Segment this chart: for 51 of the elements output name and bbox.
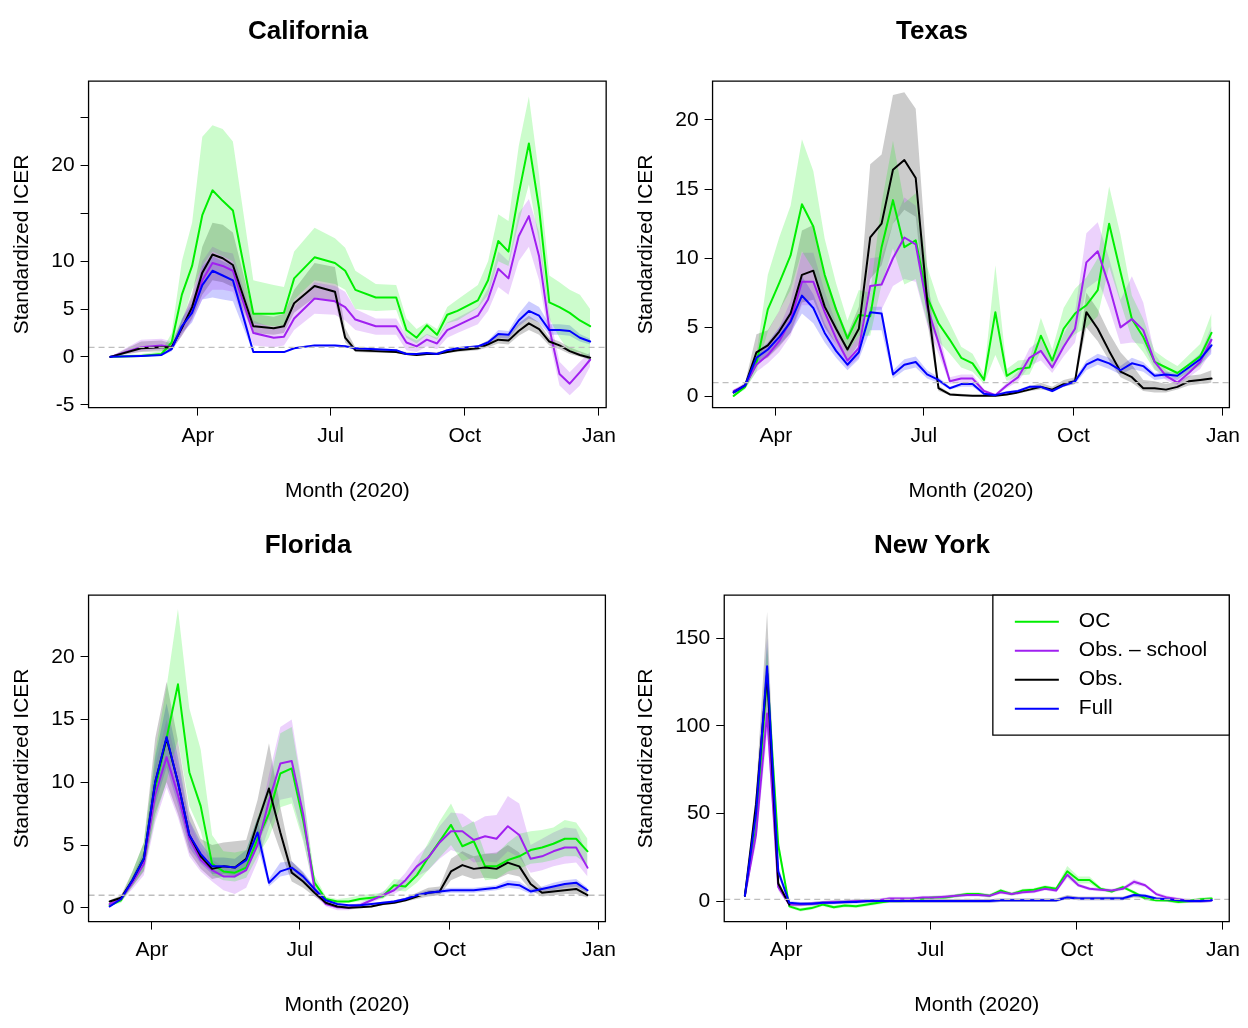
x-tick-label: Jul [286, 937, 314, 960]
y-tick-label: 15 [675, 175, 699, 199]
x-tick-label: Oct [448, 423, 482, 446]
y-tick-label: 5 [62, 295, 75, 319]
x-tick-label: Oct [433, 937, 466, 960]
y-tick-label: 5 [62, 831, 75, 855]
x-axis-title: Month (2020) [284, 478, 410, 502]
legend-label: Obs. [1078, 666, 1124, 690]
x-axis-title: Month (2020) [914, 992, 1040, 1016]
y-tick-label: 10 [51, 247, 75, 271]
y-tick-label: 0 [62, 343, 75, 367]
x-axis-title: Month (2020) [284, 992, 410, 1016]
x-tick-label: Apr [135, 937, 169, 960]
y-tick-label: 0 [62, 894, 75, 918]
y-tick-label: 15 [51, 706, 75, 730]
x-axis-title: Month (2020) [908, 478, 1034, 502]
y-axis-title: Standardized ICER [633, 154, 657, 335]
y-tick-label: 10 [51, 769, 75, 793]
chart-title: Florida [264, 528, 352, 559]
x-tick-label: Jul [917, 937, 945, 960]
x-tick-label: Jul [910, 423, 938, 446]
x-tick-label: Oct [1057, 423, 1090, 446]
x-tick-label: Apr [181, 423, 215, 446]
y-tick-label: 0 [698, 887, 711, 911]
chart-title: California [248, 14, 369, 45]
chart-title: New York [873, 528, 991, 559]
y-axis-title: Standardized ICER [633, 668, 657, 849]
y-tick-label: 20 [51, 152, 75, 176]
y-tick-label: 150 [675, 624, 711, 648]
x-tick-label: Jan [1205, 937, 1240, 960]
legend-label: Full [1078, 695, 1113, 719]
y-tick-label: 50 [686, 800, 711, 824]
legend-label: OC [1078, 608, 1111, 632]
y-tick-label: 10 [675, 245, 699, 269]
x-tick-label: Oct [1060, 937, 1094, 960]
y-tick-label: -5 [55, 391, 75, 415]
y-tick-label: 100 [675, 712, 711, 736]
x-tick-label: Jan [1205, 423, 1240, 446]
y-axis-title: Standardized ICER [9, 154, 33, 335]
x-tick-label: Apr [759, 423, 793, 446]
chart-title: Texas [896, 14, 968, 45]
legend-label: Obs. – school [1078, 637, 1208, 661]
y-tick-label: 5 [686, 314, 699, 338]
x-tick-label: Apr [769, 937, 803, 960]
y-tick-label: 20 [51, 643, 75, 667]
x-tick-label: Jul [317, 423, 345, 446]
x-tick-label: Jan [581, 937, 616, 960]
y-tick-label: 0 [686, 383, 699, 407]
y-axis-title: Standardized ICER [9, 668, 33, 849]
y-tick-label: 20 [675, 106, 699, 130]
x-tick-label: Jan [581, 423, 616, 446]
